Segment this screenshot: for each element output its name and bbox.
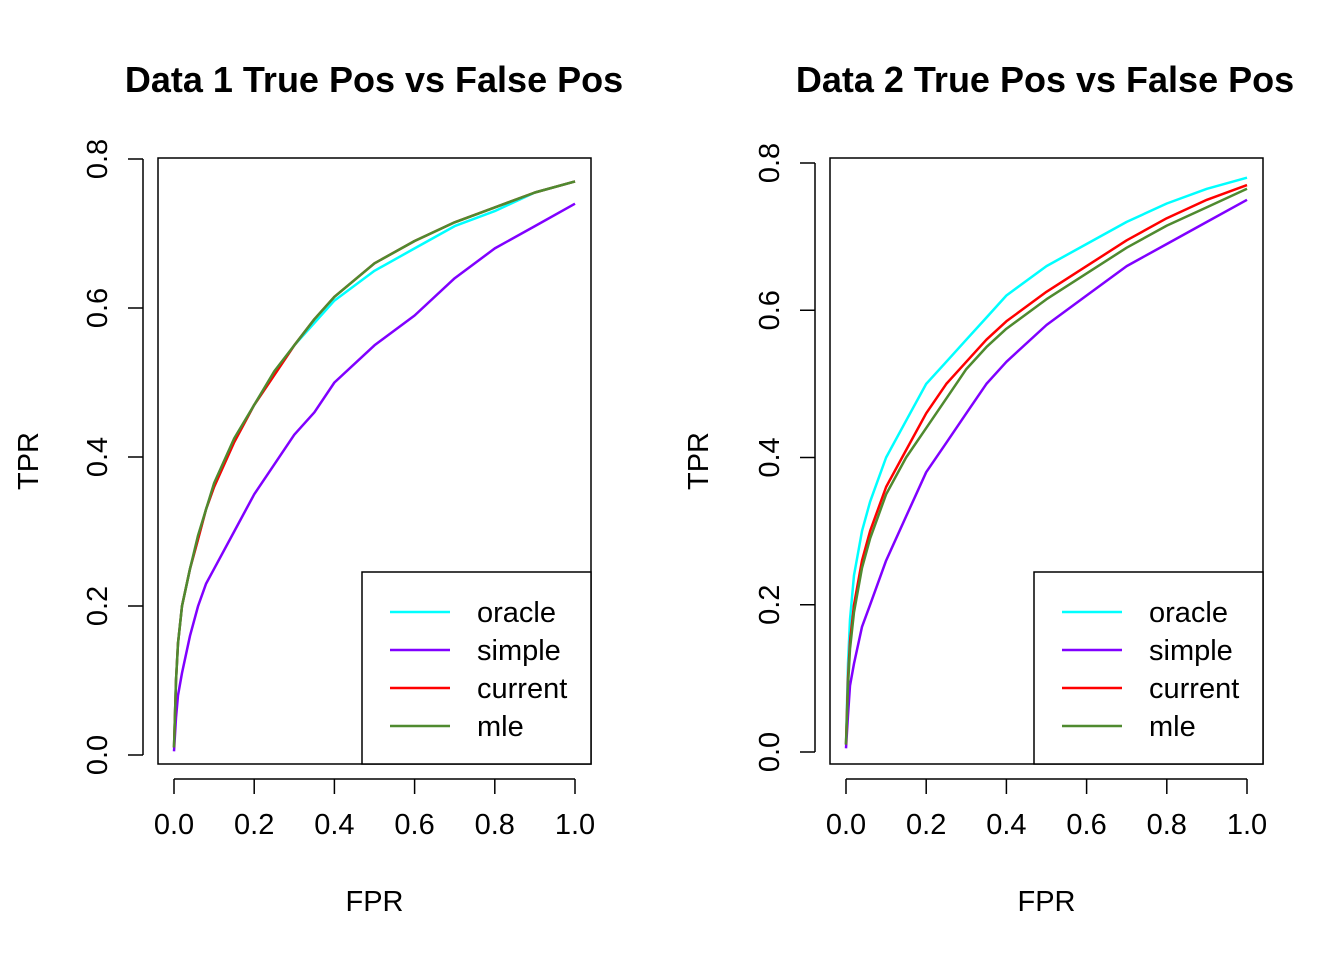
x-tick-label: 1.0 <box>555 809 595 841</box>
y-tick-label: 0.0 <box>82 735 114 775</box>
x-tick-label: 0.0 <box>154 809 194 841</box>
x-tick-label: 0.6 <box>1066 809 1106 841</box>
legend-label-mle: mle <box>477 711 524 743</box>
y-tick-label: 0.0 <box>754 732 786 772</box>
legend-label-simple: simple <box>1149 635 1233 667</box>
y-tick-label: 0.2 <box>82 586 114 626</box>
chart-title: Data 1 True Pos vs False Pos <box>125 59 623 100</box>
series-line-simple <box>172 202 576 752</box>
legend: oracle simple current mle <box>1033 571 1264 765</box>
series-line-current <box>844 183 1248 745</box>
legend-box <box>1033 571 1264 765</box>
y-tick-label: 0.8 <box>82 139 114 179</box>
series-line-mle <box>844 187 1248 745</box>
legend: oracle simple current mle <box>361 571 592 765</box>
x-tick-label: 0.8 <box>475 809 515 841</box>
y-tick-label: 0.8 <box>754 143 786 183</box>
legend-box <box>361 571 592 765</box>
y-tick-label: 0.6 <box>754 290 786 330</box>
chart-title: Data 2 True Pos vs False Pos <box>796 59 1294 100</box>
x-tick-label: 0.8 <box>1147 809 1187 841</box>
x-tick-label: 1.0 <box>1227 809 1267 841</box>
legend-label-oracle: oracle <box>477 597 556 629</box>
x-tick-label: 0.2 <box>906 809 946 841</box>
series-line-simple <box>844 198 1248 749</box>
x-tick-label: 0.0 <box>826 809 866 841</box>
x-tick-label: 0.4 <box>314 809 354 841</box>
legend-label-current: current <box>477 673 567 705</box>
chart-panel-2: Data 2 True Pos vs False Pos 0.0 0.2 0.4 0.6… <box>683 59 1294 918</box>
x-axis-label: FPR <box>346 886 404 918</box>
legend-label-current: current <box>1149 673 1239 705</box>
x-tick-label: 0.6 <box>394 809 434 841</box>
y-tick-label: 0.4 <box>82 437 114 477</box>
legend-label-oracle: oracle <box>1149 597 1228 629</box>
x-tick-label: 0.4 <box>986 809 1026 841</box>
y-axis-label: TPR <box>683 432 715 490</box>
y-axis-label: TPR <box>13 432 45 490</box>
legend-label-simple: simple <box>477 635 561 667</box>
series-line-oracle <box>844 176 1248 745</box>
series-line-mle <box>172 180 576 748</box>
legend-label-mle: mle <box>1149 711 1196 743</box>
y-tick-label: 0.2 <box>754 585 786 625</box>
y-tick-label: 0.4 <box>754 437 786 477</box>
chart-panel-1: Data 1 True Pos vs False Pos 0.0 0.2 0.4 0.6… <box>13 59 623 918</box>
x-tick-label: 0.2 <box>234 809 274 841</box>
y-tick-label: 0.6 <box>82 288 114 328</box>
x-axis-label: FPR <box>1018 886 1076 918</box>
